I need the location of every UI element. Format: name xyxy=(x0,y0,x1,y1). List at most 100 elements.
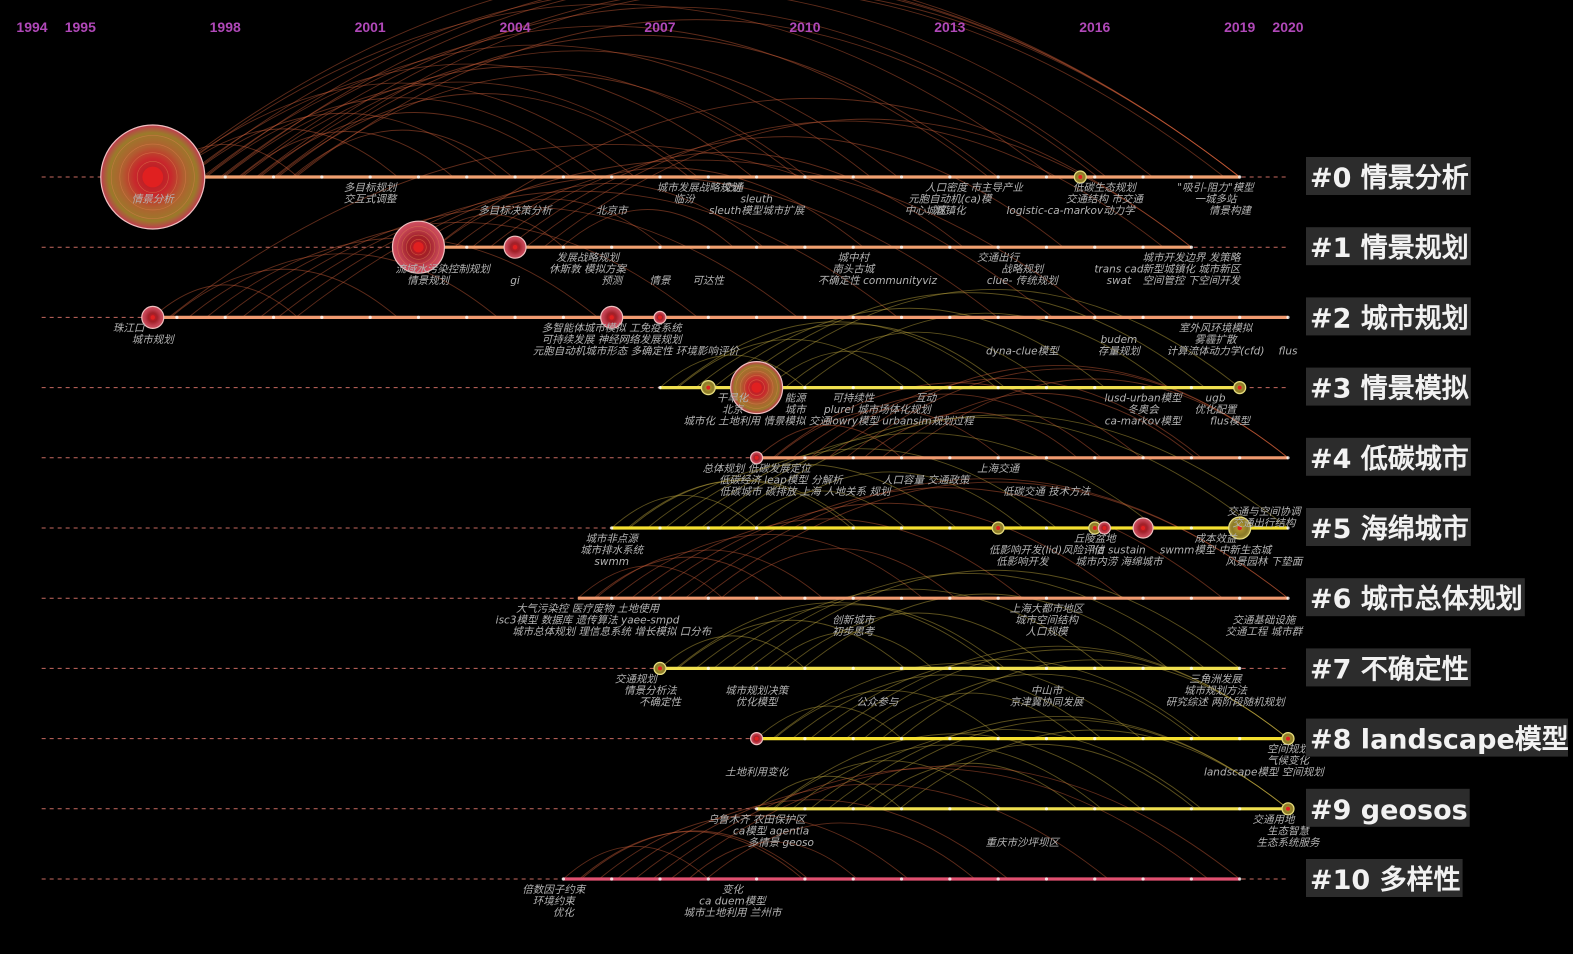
term-label: 低碳经济 leap模型 分解析 xyxy=(719,474,844,486)
lane-dot xyxy=(1141,456,1145,460)
lane-dot xyxy=(755,877,759,881)
term-label: sleuth模型城市扩展 xyxy=(709,205,806,217)
lane-dot xyxy=(1189,737,1193,741)
citation-arc xyxy=(784,331,1051,388)
citation-arc xyxy=(792,744,1102,810)
lane-dot xyxy=(996,737,1000,741)
node-core xyxy=(1286,806,1290,811)
term-label: 生态系统服务 xyxy=(1257,837,1321,849)
citation-arc xyxy=(631,518,1024,599)
citation-arc xyxy=(580,830,809,880)
citation-arc xyxy=(827,645,1289,739)
lane-dot xyxy=(1238,175,1242,179)
node-core xyxy=(996,526,1001,530)
lane-dot xyxy=(755,175,759,179)
citation-arc xyxy=(684,478,1289,599)
citation-arc xyxy=(666,487,1224,599)
cluster-label-bg xyxy=(1306,157,1471,195)
lane-dot xyxy=(803,666,807,671)
lane-dot xyxy=(1141,666,1145,671)
term-label: 城市非点源 xyxy=(585,533,640,545)
term-label: swmm模型 中新生态城 xyxy=(1160,545,1273,557)
cluster-label-bg xyxy=(1306,648,1471,687)
node-core xyxy=(1237,525,1242,531)
citation-arc xyxy=(277,34,998,178)
lane-dot xyxy=(1044,245,1049,249)
term-label: 北京 xyxy=(722,404,744,416)
citation-arc xyxy=(774,760,1002,810)
year-tick-2004: 2004 xyxy=(499,19,530,35)
cluster-label-1: #1 情景规划 xyxy=(1310,233,1469,264)
lane-dot xyxy=(271,315,276,319)
lane-dot xyxy=(1093,807,1097,811)
lane-dot xyxy=(1044,596,1049,600)
term-label: 城市规划决策 xyxy=(725,685,789,697)
lane-dot xyxy=(1044,386,1049,390)
citation-arc xyxy=(561,209,734,248)
term-label: flus模型 xyxy=(1210,416,1251,428)
term-label: 人口密度 市主导产业 xyxy=(925,182,1024,194)
lane-dot xyxy=(1189,315,1193,319)
term-label: 计算流体动力学(cfd) xyxy=(1167,345,1265,357)
lane-dot xyxy=(948,807,952,811)
citation-arc xyxy=(295,19,1098,178)
lane-dot xyxy=(1238,596,1242,600)
lane-dot xyxy=(1141,737,1145,741)
term-label: 战略规划 xyxy=(1001,264,1044,276)
node-ring xyxy=(397,226,440,269)
citation-arc xyxy=(688,841,858,880)
year-tick-2019: 2019 xyxy=(1224,19,1255,35)
citation-arc xyxy=(652,767,1209,880)
lane-dot xyxy=(948,737,952,741)
lane-dot xyxy=(223,175,227,179)
term-label: 室外风环境模拟 xyxy=(1179,322,1254,334)
citation-arc xyxy=(629,479,857,529)
cluster-label-bg xyxy=(1306,578,1525,617)
lane-dot xyxy=(948,666,952,671)
lane-dot xyxy=(610,596,614,600)
lane-dot xyxy=(755,315,759,319)
lane-dot xyxy=(803,807,807,811)
lane-dot xyxy=(948,245,952,249)
lane-dot xyxy=(368,175,372,179)
citation-arc xyxy=(736,490,906,529)
lane-dot xyxy=(561,877,565,881)
lane-dot xyxy=(1189,596,1193,600)
term-label: 优化 xyxy=(553,907,575,919)
cluster-label-bg xyxy=(1306,227,1471,266)
citation-arc xyxy=(206,97,598,178)
lane-dot xyxy=(803,596,807,600)
lane-dot xyxy=(1044,807,1049,811)
lane-dot xyxy=(1141,596,1145,600)
citation-arc xyxy=(749,569,1240,669)
lane-dot xyxy=(851,456,855,460)
term-label: 交通出行结构 xyxy=(1232,518,1296,530)
term-label: 流域水污染控制规划 xyxy=(395,264,491,276)
term-label: 城市 xyxy=(785,404,807,416)
citation-arc xyxy=(436,198,664,248)
lane-dot xyxy=(1093,877,1097,881)
lane-dot xyxy=(851,596,855,600)
lane-dot xyxy=(1189,456,1193,460)
citation-arc xyxy=(241,206,798,318)
term-label: 低碳交通 技术方法 xyxy=(1003,486,1092,498)
cluster-label-bg xyxy=(1306,718,1568,757)
citation-arc xyxy=(731,292,1206,388)
citation-arc xyxy=(168,3,1054,178)
term-label: 京津冀协同发展 xyxy=(1010,696,1085,708)
lane-dot xyxy=(1286,526,1290,530)
lane-dot xyxy=(755,526,759,530)
citation-arc xyxy=(525,120,1164,248)
citation-arc xyxy=(827,715,1289,810)
citation-arc xyxy=(863,762,1078,810)
term-label: 气候变化 xyxy=(1267,755,1310,767)
citation-arc xyxy=(675,321,997,388)
term-label: budem xyxy=(1101,334,1138,346)
cluster-label-2: #2 城市规划 xyxy=(1310,302,1469,334)
year-tick-1995: 1995 xyxy=(65,19,96,35)
cluster-label-4: #4 低碳城市 xyxy=(1310,443,1469,475)
term-label: 存量规划 xyxy=(1098,345,1141,357)
term-label: 一城多站 xyxy=(1195,194,1238,206)
term-label: gi xyxy=(510,275,520,287)
